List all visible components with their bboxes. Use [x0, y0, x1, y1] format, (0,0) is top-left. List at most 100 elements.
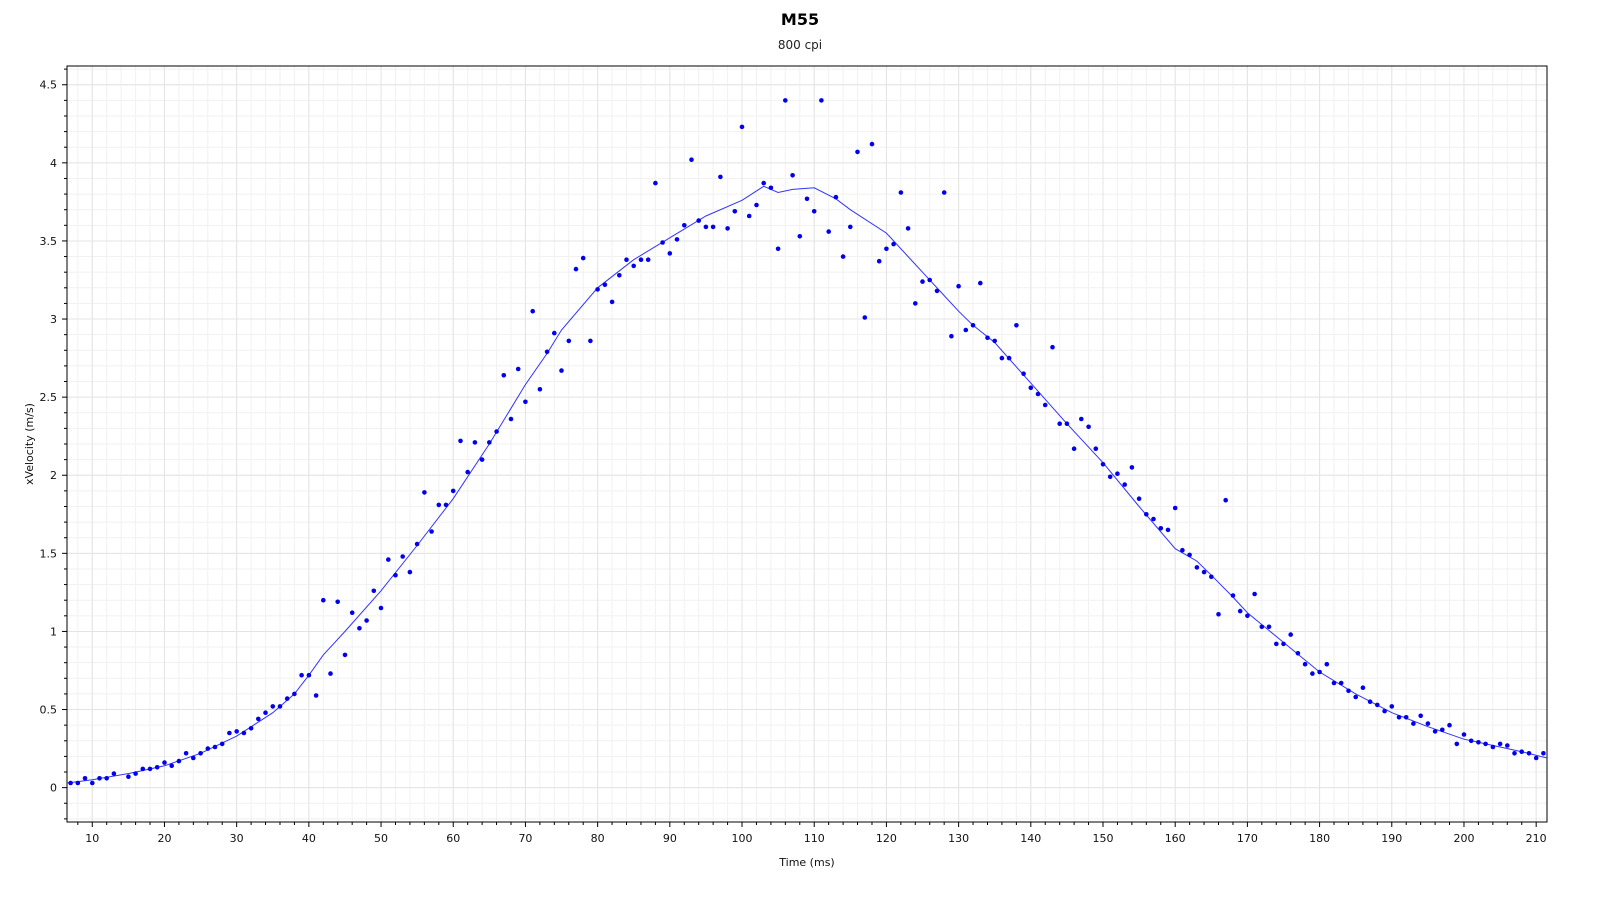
data-point — [1338, 680, 1344, 686]
data-point — [176, 758, 182, 764]
data-point — [126, 774, 131, 779]
axis-ticks: 10 20 30 40 50 60 70 80 90 100 110 120 130 140 150 160 1… — [40, 68, 1547, 845]
data-point — [1201, 569, 1207, 575]
data-point — [364, 618, 369, 623]
data-point — [400, 554, 406, 559]
data-point — [978, 280, 983, 286]
data-point — [1411, 721, 1416, 726]
data-point — [90, 780, 95, 786]
x-tick-label: 130 — [948, 832, 969, 845]
data-point — [1136, 496, 1142, 502]
data-point — [855, 149, 860, 155]
data-point — [140, 766, 146, 772]
x-tick-label: 110 — [804, 832, 825, 845]
y-axis-title: xVelocity (m/s) — [23, 403, 36, 485]
y-tick-label: 4 — [50, 157, 57, 170]
data-point — [154, 765, 160, 770]
data-point — [342, 652, 348, 658]
data-point — [1346, 688, 1351, 694]
y-tick-label: 0 — [50, 782, 57, 795]
data-point — [198, 751, 203, 756]
data-point — [1274, 641, 1279, 647]
data-point — [1129, 465, 1135, 470]
data-point — [949, 333, 954, 339]
data-point — [1172, 505, 1178, 511]
data-point — [1317, 669, 1322, 675]
data-point — [68, 780, 73, 786]
data-point — [884, 246, 889, 252]
x-tick-label: 100 — [732, 832, 753, 845]
data-point — [725, 226, 730, 231]
data-point — [1071, 446, 1077, 452]
data-point — [1107, 474, 1113, 480]
data-point — [638, 257, 644, 263]
data-point — [1375, 702, 1380, 708]
data-point — [494, 429, 499, 434]
data-point — [826, 229, 831, 234]
data-point — [219, 741, 225, 747]
data-point — [472, 440, 478, 445]
data-point — [1382, 708, 1387, 714]
data-point — [1512, 751, 1517, 756]
data-point — [1266, 624, 1272, 630]
x-tick-label: 120 — [876, 832, 897, 845]
data-point — [501, 373, 507, 378]
data-point — [1310, 671, 1315, 676]
data-point — [869, 141, 875, 147]
data-point — [754, 202, 759, 208]
data-point — [1281, 641, 1286, 647]
data-point — [645, 257, 651, 263]
data-point — [523, 399, 528, 405]
data-point — [422, 490, 427, 495]
data-point — [566, 338, 572, 344]
data-point — [1324, 661, 1330, 667]
data-point — [1223, 497, 1228, 503]
data-point — [1396, 715, 1402, 720]
data-point — [963, 327, 969, 333]
data-point — [941, 190, 947, 195]
y-tick-label: 3.5 — [40, 235, 58, 248]
data-point — [1100, 462, 1106, 467]
y-tick-label: 0.5 — [40, 704, 58, 717]
x-tick-label: 50 — [374, 832, 388, 845]
data-point — [1079, 416, 1084, 422]
data-point — [1418, 713, 1423, 719]
data-point — [840, 254, 846, 259]
y-tick-label: 3 — [50, 313, 57, 326]
data-point — [1245, 613, 1250, 619]
data-point — [1526, 751, 1532, 756]
data-point — [393, 572, 398, 578]
data-point — [682, 223, 687, 228]
data-point — [1021, 371, 1026, 377]
x-tick-label: 200 — [1453, 832, 1474, 845]
data-point — [515, 366, 521, 372]
data-point — [1432, 729, 1438, 734]
data-point — [761, 180, 766, 186]
data-point — [270, 704, 276, 709]
data-point — [537, 387, 543, 392]
data-point — [436, 502, 442, 508]
data-point — [559, 368, 564, 373]
data-point — [1028, 385, 1034, 391]
data-point — [133, 771, 138, 776]
data-point — [212, 744, 218, 750]
data-point — [819, 98, 824, 103]
data-point — [508, 416, 514, 422]
data-point — [1064, 421, 1070, 427]
x-tick-label: 140 — [1020, 832, 1041, 845]
data-point — [580, 255, 586, 261]
data-point — [1533, 755, 1539, 761]
data-point — [1331, 680, 1337, 686]
data-point — [1115, 471, 1120, 477]
data-point — [378, 605, 384, 611]
data-point — [234, 729, 239, 734]
data-point — [674, 237, 680, 242]
data-point — [891, 241, 896, 247]
data-point — [1180, 547, 1185, 553]
data-point — [1230, 593, 1236, 598]
data-point — [1093, 446, 1099, 452]
data-point — [653, 180, 658, 186]
x-tick-label: 80 — [591, 832, 605, 845]
data-point — [660, 240, 665, 245]
